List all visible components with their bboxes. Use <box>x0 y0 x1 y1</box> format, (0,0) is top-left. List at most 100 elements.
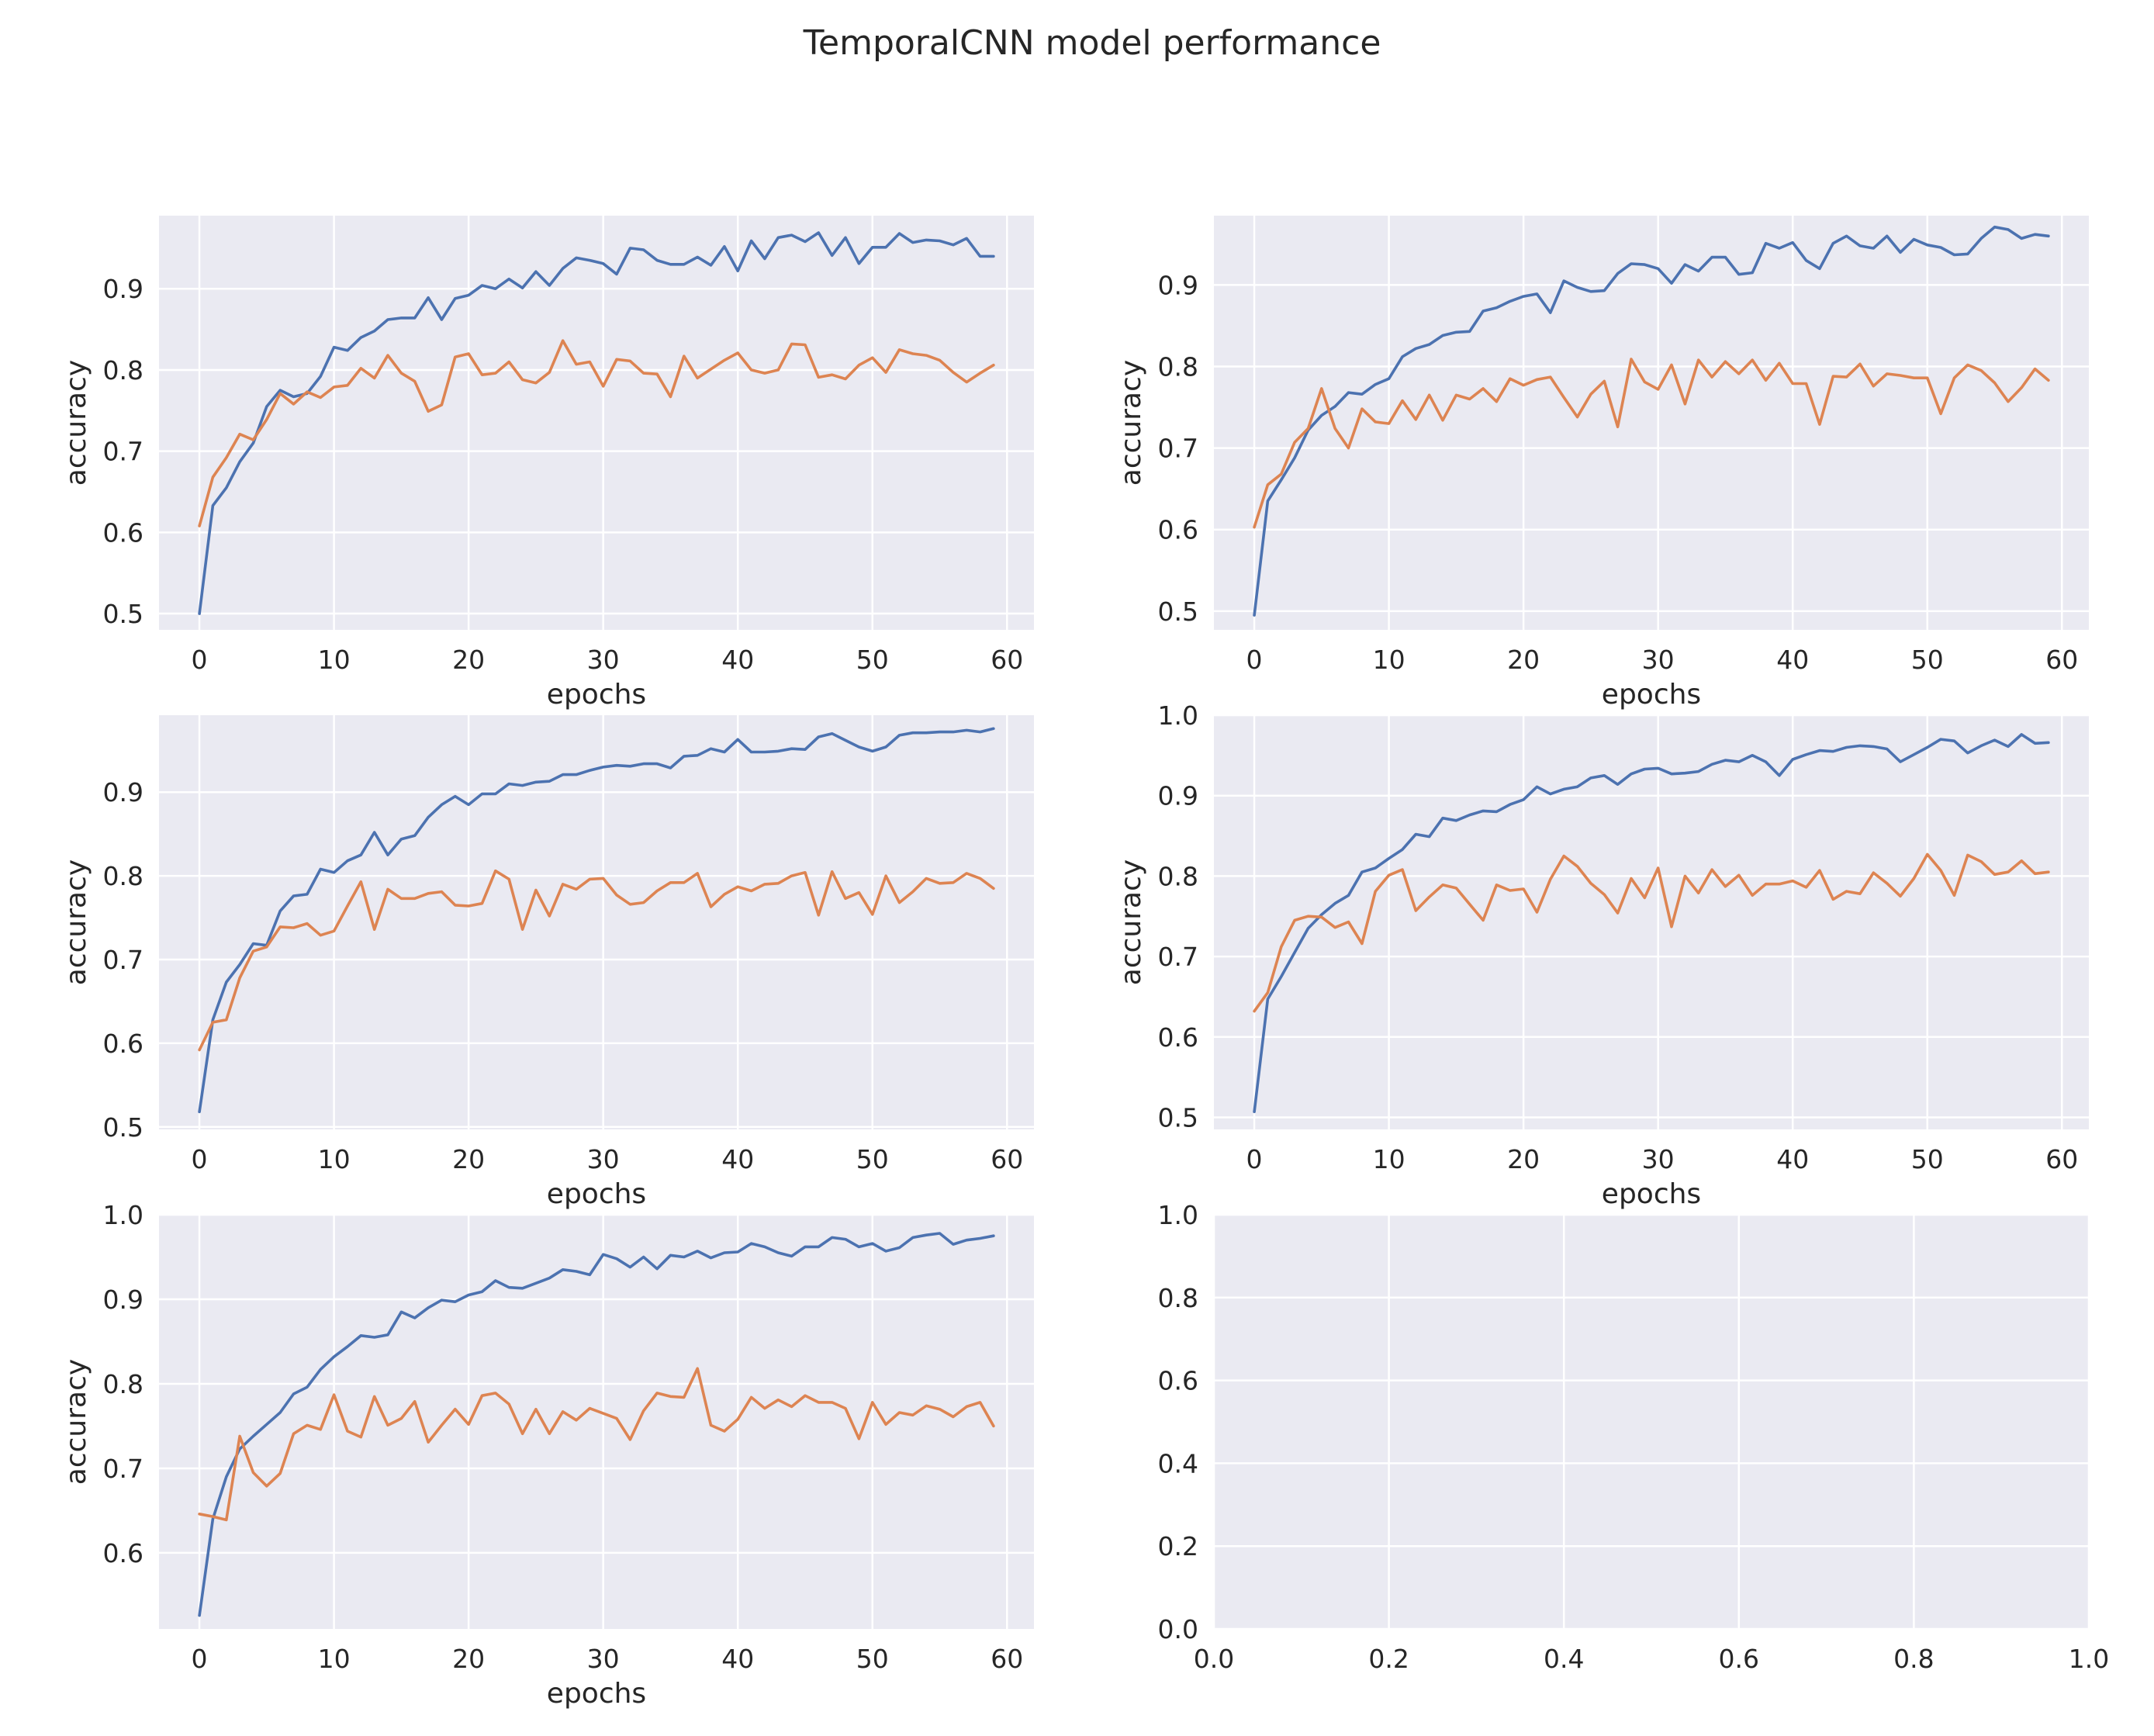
x-tick-label: 10 <box>318 645 351 675</box>
subplot-4: 0 10 20 30 40 50 60 0.5 0.6 0.7 0.8 0.9 1.0 epochs acc… <box>1115 700 2089 1210</box>
x-tick-label: 60 <box>991 1144 1023 1174</box>
y-tick-label: 0.0 <box>1158 1614 1198 1644</box>
series-line-1 <box>1253 733 2050 1113</box>
x-tick-label: 30 <box>1642 1144 1675 1174</box>
x-tick-label: 30 <box>587 645 620 675</box>
y-tick-label: 0.6 <box>1158 515 1198 545</box>
y-tick-label: 0.5 <box>103 599 143 629</box>
x-tick-label: 10 <box>318 1644 351 1674</box>
y-tick-label: 0.5 <box>1158 597 1198 627</box>
y-tick-label: 0.9 <box>103 1285 143 1315</box>
figure-title: TemporalCNN model performance <box>803 23 1381 63</box>
x-tick-label: 20 <box>1507 1144 1540 1174</box>
series-line-1 <box>198 231 995 615</box>
plot-area <box>159 216 1034 630</box>
x-tick-label: 0.8 <box>1893 1644 1934 1674</box>
x-tick-label: 20 <box>452 1144 485 1174</box>
series-line-2 <box>198 869 995 1052</box>
x-tick-label: 50 <box>856 1144 889 1174</box>
y-tick-label: 0.6 <box>1158 1366 1198 1396</box>
x-tick-label: 40 <box>1776 645 1809 675</box>
y-tick-label: 0.6 <box>103 517 143 548</box>
subplot-2: 0 10 20 30 40 50 60 0.5 0.6 0.7 0.8 0.9 epochs accura… <box>1115 216 2089 711</box>
y-axis-label: accuracy <box>1115 360 1147 486</box>
y-tick-label: 0.9 <box>1158 270 1198 300</box>
y-tick-label: 0.6 <box>1158 1022 1198 1053</box>
x-tick-label: 0 <box>192 645 208 675</box>
y-tick-label: 0.8 <box>1158 861 1198 891</box>
subplot-1: 0 10 20 30 40 50 60 0.5 0.6 0.7 0.8 0.9 epochs accura… <box>61 216 1034 711</box>
x-tick-label: 40 <box>721 645 754 675</box>
x-tick-label: 50 <box>856 1644 889 1674</box>
x-tick-label: 50 <box>1911 1144 1944 1174</box>
x-tick-label: 60 <box>991 645 1023 675</box>
y-tick-label: 0.5 <box>1158 1102 1198 1133</box>
y-tick-label: 0.8 <box>1158 1283 1198 1313</box>
x-tick-label: 0.6 <box>1719 1644 1759 1674</box>
x-tick-label: 40 <box>721 1644 754 1674</box>
plot-area <box>159 1215 1034 1629</box>
y-tick-label: 0.2 <box>1158 1531 1198 1561</box>
y-tick-label: 0.7 <box>103 1454 143 1484</box>
x-tick-label: 0.4 <box>1544 1644 1584 1674</box>
series-line-2 <box>198 1367 995 1522</box>
y-tick-label: 0.5 <box>103 1112 143 1143</box>
plot-area <box>159 715 1034 1129</box>
x-tick-label: 20 <box>452 1644 485 1674</box>
series-line-1 <box>198 727 995 1114</box>
x-tick-label: 60 <box>2045 1144 2078 1174</box>
y-tick-label: 0.6 <box>103 1538 143 1568</box>
series-line-2 <box>1253 852 2050 1013</box>
x-tick-label: 50 <box>1911 645 1944 675</box>
x-tick-label: 30 <box>587 1644 620 1674</box>
series-line-2 <box>1253 358 2050 529</box>
x-tick-label: 0 <box>1246 645 1263 675</box>
y-axis-label: accuracy <box>61 360 92 486</box>
x-tick-label: 20 <box>452 645 485 675</box>
subplot-grid: 0 10 20 30 40 50 60 0.5 0.6 0.7 0.8 0.9 epochs accura… <box>61 216 2109 1710</box>
x-tick-label: 10 <box>1373 1144 1405 1174</box>
x-tick-label: 0 <box>192 1144 208 1174</box>
x-tick-label: 40 <box>721 1144 754 1174</box>
x-tick-label: 20 <box>1507 645 1540 675</box>
plot-area <box>1214 216 2089 630</box>
y-tick-label: 0.9 <box>103 274 143 304</box>
x-tick-label: 30 <box>1642 645 1675 675</box>
plot-area <box>1214 1215 2089 1629</box>
y-tick-label: 1.0 <box>103 1200 143 1230</box>
x-tick-label: 0 <box>192 1644 208 1674</box>
x-axis-label: epochs <box>1602 1178 1701 1210</box>
x-axis-label: epochs <box>547 1678 646 1710</box>
x-tick-label: 30 <box>587 1144 620 1174</box>
x-tick-label: 60 <box>991 1644 1023 1674</box>
x-axis-label: epochs <box>547 1178 646 1210</box>
y-tick-label: 0.9 <box>103 777 143 807</box>
x-tick-label: 10 <box>1373 645 1405 675</box>
subplot-3: 0 10 20 30 40 50 60 0.5 0.6 0.7 0.8 0.9 epochs accura… <box>61 715 1034 1210</box>
series-line-1 <box>1253 225 2050 617</box>
x-tick-label: 10 <box>318 1144 351 1174</box>
y-tick-label: 0.7 <box>1158 942 1198 972</box>
y-axis-label: accuracy <box>61 1359 92 1485</box>
series-line-1 <box>198 1232 995 1617</box>
x-tick-label: 40 <box>1776 1144 1809 1174</box>
y-tick-label: 0.8 <box>103 355 143 386</box>
x-tick-label: 1.0 <box>2069 1644 2109 1674</box>
x-tick-label: 50 <box>856 645 889 675</box>
y-tick-label: 1.0 <box>1158 700 1198 731</box>
y-tick-label: 0.6 <box>103 1029 143 1059</box>
y-tick-label: 0.7 <box>103 945 143 975</box>
y-tick-label: 0.4 <box>1158 1448 1198 1478</box>
y-tick-label: 1.0 <box>1158 1200 1198 1230</box>
x-tick-label: 0.0 <box>1194 1644 1234 1674</box>
y-tick-label: 0.8 <box>103 1369 143 1399</box>
subplot-6: 0.0 0.2 0.4 0.6 0.8 1.0 0.0 0.2 0.4 0.6 0.8 1.0 <box>1158 1200 2110 1674</box>
series-line-2 <box>198 339 995 527</box>
y-tick-label: 0.9 <box>1158 781 1198 811</box>
x-tick-label: 0 <box>1246 1144 1263 1174</box>
y-tick-label: 0.8 <box>103 861 143 891</box>
plot-area <box>1214 715 2089 1129</box>
x-tick-label: 0.2 <box>1368 1644 1409 1674</box>
y-tick-label: 0.8 <box>1158 351 1198 382</box>
